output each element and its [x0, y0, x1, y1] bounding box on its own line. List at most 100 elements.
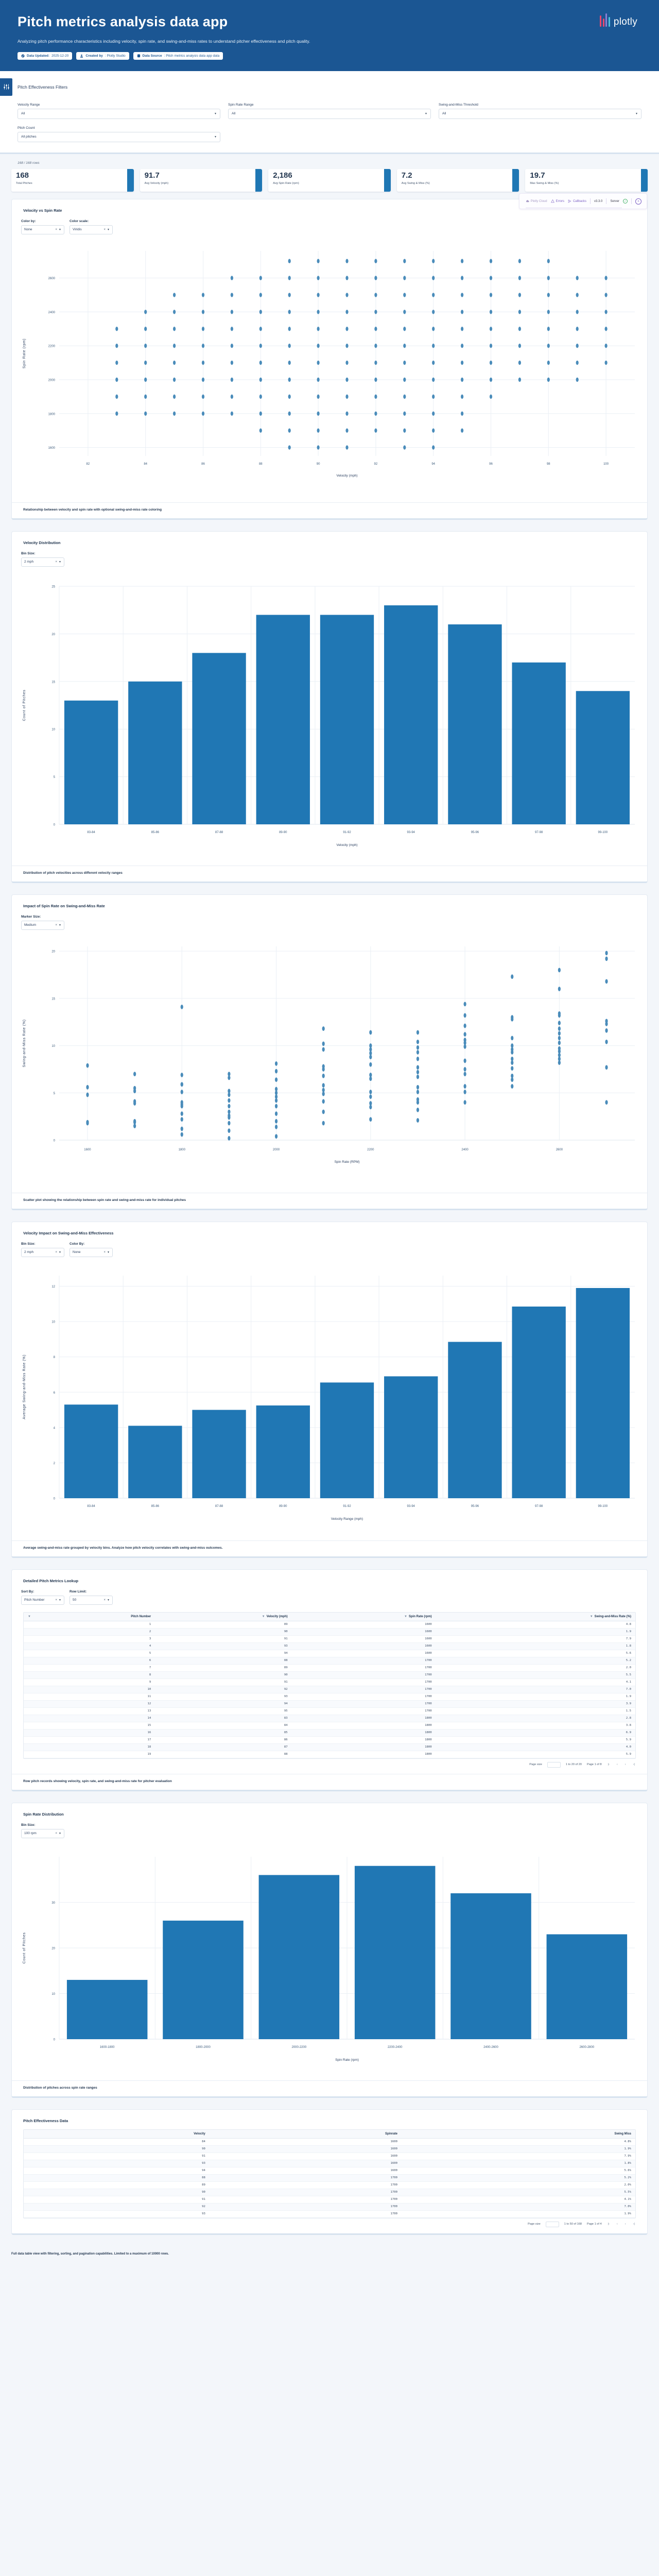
table-row[interactable]: 5 94 1600 5.6: [24, 1650, 635, 1657]
scatter-point[interactable]: [547, 276, 550, 280]
scatter-point[interactable]: [317, 377, 320, 382]
scatter-point[interactable]: [511, 1066, 514, 1071]
scatter-point[interactable]: [558, 1026, 561, 1031]
scatter-point[interactable]: [403, 411, 406, 416]
scatter-point[interactable]: [230, 394, 233, 399]
scatter-point[interactable]: [230, 411, 233, 416]
scatter-point[interactable]: [403, 377, 406, 382]
scatter-point[interactable]: [115, 377, 118, 382]
scatter-point[interactable]: [86, 1092, 89, 1097]
scatter-point[interactable]: [133, 1072, 136, 1076]
scatter-point[interactable]: [369, 1062, 372, 1067]
scatter-point[interactable]: [180, 1104, 183, 1109]
bin-size-select[interactable]: 2 mph × ▼: [21, 557, 64, 567]
scatter-point[interactable]: [201, 394, 205, 399]
scatter-point[interactable]: [274, 1134, 278, 1139]
scatter-point[interactable]: [274, 1061, 278, 1066]
scatter-point[interactable]: [322, 1109, 325, 1114]
clear-icon[interactable]: ×: [55, 923, 58, 927]
scatter-point[interactable]: [463, 1002, 466, 1007]
scatter-point[interactable]: [144, 377, 147, 382]
scatter-point[interactable]: [144, 343, 147, 348]
scatter-point[interactable]: [230, 293, 233, 297]
scatter-point[interactable]: [463, 1013, 466, 1018]
scatter-point[interactable]: [180, 1004, 183, 1009]
row-limit-select[interactable]: 50 × ▼: [70, 1595, 113, 1605]
scatter-point[interactable]: [173, 326, 176, 331]
scatter-point[interactable]: [463, 1072, 466, 1076]
scatter-point[interactable]: [345, 445, 349, 450]
scatter-point[interactable]: [461, 276, 464, 280]
scatter-point[interactable]: [322, 1099, 325, 1104]
scatter-point[interactable]: [463, 1044, 466, 1049]
scatter-point[interactable]: [558, 1053, 561, 1058]
bar[interactable]: [64, 1404, 118, 1498]
scatter-point[interactable]: [489, 360, 493, 365]
scatter-point[interactable]: [345, 310, 349, 314]
scatter-point[interactable]: [576, 326, 579, 331]
scatter-point[interactable]: [288, 326, 291, 331]
scatter-point[interactable]: [274, 1094, 278, 1099]
plot-spin-rate-distribution[interactable]: 0 10 20 30 1600-1800 1800-2000 2000-2200 2200-2…: [12, 1843, 647, 2080]
bar[interactable]: [256, 1405, 310, 1498]
table-row[interactable]: 18 87 1800 4.0: [24, 1743, 635, 1751]
scatter-point[interactable]: [374, 293, 377, 297]
sort-by-select[interactable]: Pitch Number × ▼: [21, 1595, 64, 1605]
column-header[interactable]: Velocity: [24, 2129, 210, 2139]
scatter-point[interactable]: [180, 1072, 183, 1077]
scatter-point[interactable]: [322, 1088, 325, 1093]
scatter-point[interactable]: [416, 1089, 420, 1094]
scatter-point[interactable]: [274, 1087, 278, 1092]
scatter-point[interactable]: [86, 1063, 89, 1068]
scatter-point[interactable]: [511, 1083, 514, 1089]
scatter-point[interactable]: [518, 276, 522, 280]
scatter-point[interactable]: [133, 1123, 136, 1128]
scatter-point[interactable]: [432, 310, 435, 314]
scatter-point[interactable]: [511, 1077, 514, 1082]
scatter-point[interactable]: [369, 1100, 372, 1106]
scatter-point[interactable]: [558, 1031, 561, 1036]
scatter-point[interactable]: [228, 1121, 231, 1126]
scatter-point[interactable]: [416, 1039, 420, 1044]
scatter-point[interactable]: [518, 377, 522, 382]
scatter-point[interactable]: [432, 411, 435, 416]
scatter-point[interactable]: [230, 276, 233, 280]
scatter-point[interactable]: [374, 343, 377, 348]
scatter-point[interactable]: [558, 1011, 561, 1016]
scatter-point[interactable]: [605, 956, 608, 961]
bar[interactable]: [354, 1866, 436, 2039]
scatter-point[interactable]: [288, 259, 291, 263]
bar[interactable]: [512, 662, 566, 824]
scatter-point[interactable]: [576, 276, 579, 280]
scatter-point[interactable]: [288, 276, 291, 280]
bar[interactable]: [450, 1893, 531, 2039]
scatter-point[interactable]: [201, 310, 205, 314]
table-row[interactable]: 94 1600 5.6%: [24, 2167, 635, 2175]
scatter-point[interactable]: [288, 360, 291, 365]
clear-icon[interactable]: ×: [55, 1250, 58, 1254]
table-row[interactable]: 84 1600 4.8%: [24, 2138, 635, 2146]
table-row[interactable]: 19 88 1800 5.9: [24, 1751, 635, 1758]
scatter-point[interactable]: [374, 259, 377, 263]
scatter-point[interactable]: [374, 428, 377, 433]
scatter-point[interactable]: [576, 310, 579, 314]
scatter-point[interactable]: [345, 428, 349, 433]
scatter-point[interactable]: [259, 310, 262, 314]
scatter-point[interactable]: [228, 1098, 231, 1103]
table-row[interactable]: 7 89 1700 2.0: [24, 1664, 635, 1672]
scatter-point[interactable]: [259, 343, 262, 348]
scatter-point[interactable]: [259, 360, 262, 365]
bar[interactable]: [163, 1920, 244, 2039]
scatter-point[interactable]: [259, 394, 262, 399]
collapse-devtools-button[interactable]: »: [635, 198, 641, 205]
last-page-button[interactable]: ›|: [633, 1763, 635, 1767]
scatter-point[interactable]: [374, 411, 377, 416]
color-by-select[interactable]: None × ▼: [70, 1247, 113, 1257]
scatter-point[interactable]: [144, 411, 147, 416]
scatter-point[interactable]: [547, 343, 550, 348]
scatter-point[interactable]: [228, 1075, 231, 1080]
table-row[interactable]: 16 85 1800 6.9: [24, 1729, 635, 1737]
filter-spin-rate-range-select[interactable]: All ▼: [228, 108, 431, 119]
callbacks-button[interactable]: Callbacks: [568, 199, 586, 203]
table-row[interactable]: 15 84 1800 3.8: [24, 1722, 635, 1730]
